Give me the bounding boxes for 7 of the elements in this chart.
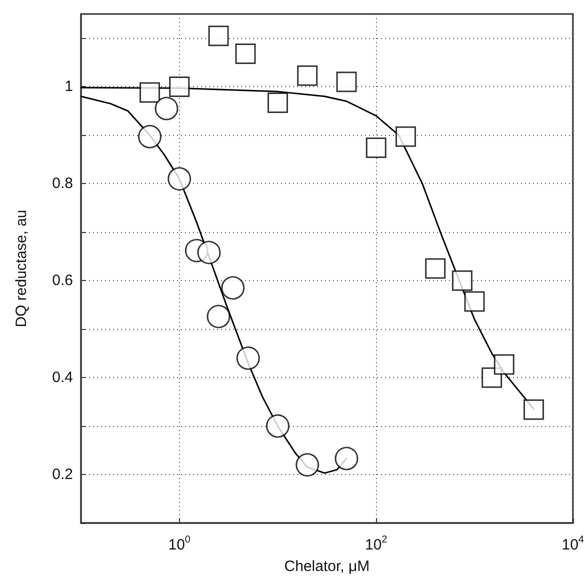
- x-axis-title: Chelator, μM: [284, 558, 370, 575]
- y-tick-label: 0.8: [52, 175, 73, 192]
- y-tick-label: 0.6: [52, 272, 73, 290]
- y-axis-title: DQ reductase, au: [13, 210, 30, 328]
- y-tick-label: 1: [64, 78, 73, 96]
- y-tick-label: 0.2: [52, 466, 73, 484]
- y-tick-label: 0.4: [52, 369, 73, 386]
